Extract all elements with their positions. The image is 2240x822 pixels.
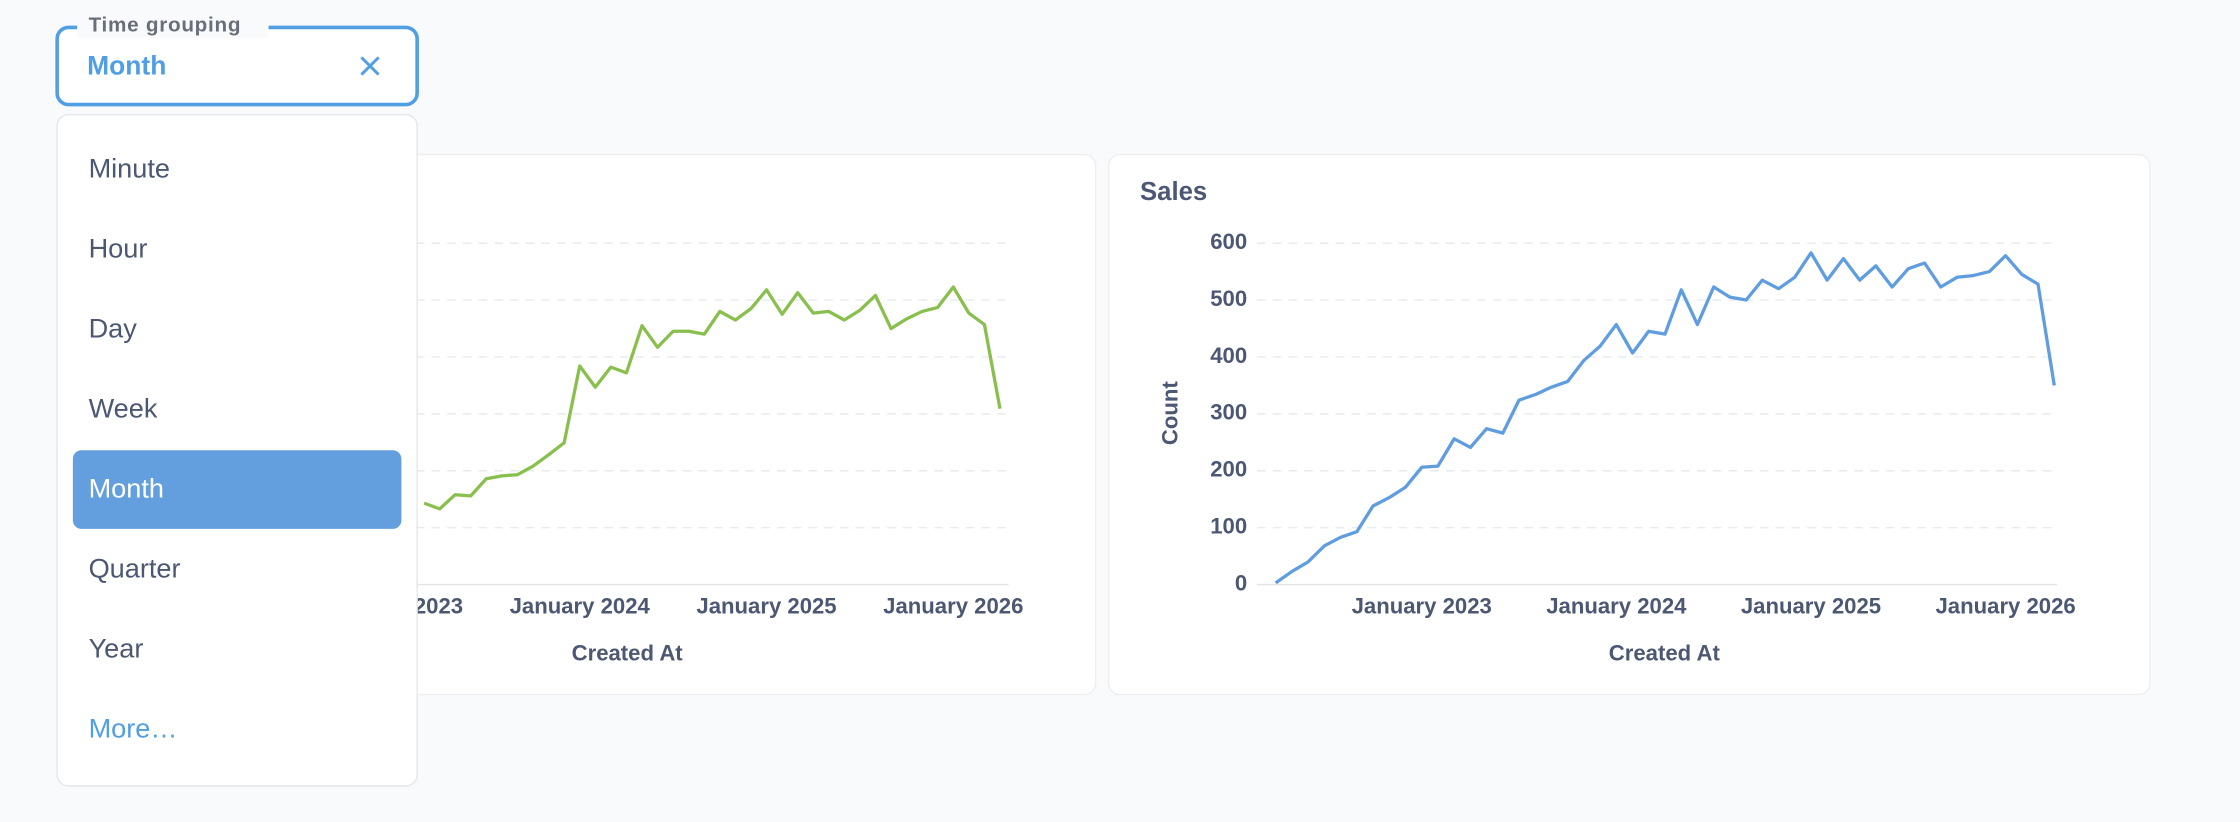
x-axis-label: Created At [572, 640, 684, 665]
y-tick-label: 400 [1210, 343, 1247, 368]
menu-option[interactable]: Minute [89, 152, 170, 183]
y-tick-label: 500 [1210, 286, 1247, 311]
x-tick-label: January 2026 [883, 593, 1023, 618]
more-option[interactable]: More… [89, 712, 178, 743]
menu-option[interactable]: Quarter [89, 552, 181, 583]
y-tick-label: 100 [1210, 514, 1247, 539]
y-tick-label: 600 [1210, 229, 1247, 254]
y-axis-label: Count [1157, 381, 1182, 446]
x-axis-label: Created At [1609, 640, 1721, 665]
x-tick-label: January 2025 [1741, 593, 1881, 618]
menu-option[interactable]: Day [89, 312, 138, 343]
chart-title: Sales [1140, 178, 1207, 206]
time-grouping-filter[interactable]: Time grouping Month Minute Hour Day Week Mon… [55, 13, 419, 787]
chart-card [1107, 153, 2151, 696]
y-tick-label: 300 [1210, 400, 1247, 425]
x-tick-label: January 2023 [1352, 593, 1492, 618]
x-tick-label: January 2024 [510, 593, 651, 618]
menu-option[interactable]: Week [89, 392, 158, 423]
menu-option[interactable]: Month [89, 472, 164, 503]
y-tick-label: 0 [1235, 570, 1247, 595]
menu-option[interactable]: Hour [89, 232, 148, 263]
label-background [77, 14, 269, 38]
x-tick-label: January 2024 [1546, 593, 1687, 618]
filter-value: Month [87, 50, 166, 80]
charts: January 2023 January 2024 January 2025 Janu… [323, 178, 2076, 665]
filter-label: Time grouping [89, 13, 242, 36]
x-tick-label: January 2025 [696, 593, 836, 618]
data-line [1274, 251, 2056, 585]
x-tick-label: January 2026 [1936, 593, 2076, 618]
selected-highlight [72, 450, 402, 529]
y-tick-label: 200 [1210, 457, 1247, 482]
menu-option[interactable]: Year [89, 632, 144, 663]
data-line [423, 285, 1002, 511]
menu-options: Minute Hour Day Week Month Quarter Year More… [72, 152, 402, 743]
clear-button[interactable] [360, 56, 380, 76]
